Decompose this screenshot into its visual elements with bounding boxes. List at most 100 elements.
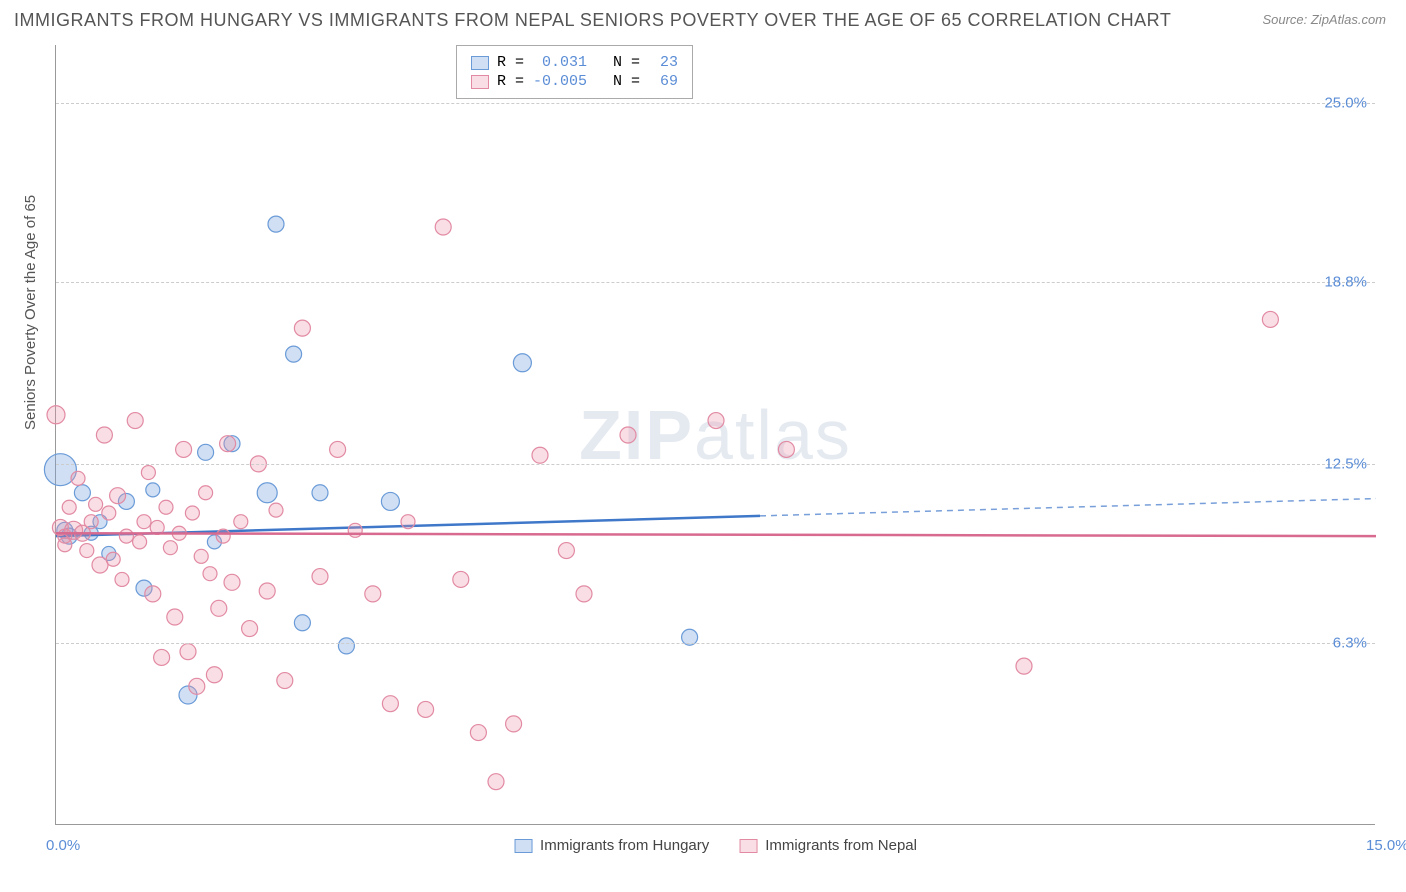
data-point — [365, 586, 381, 602]
data-point — [220, 436, 236, 452]
bottom-legend: Immigrants from Hungary Immigrants from … — [514, 837, 917, 854]
data-point — [110, 488, 126, 504]
data-point — [71, 471, 85, 485]
x-tick-label: 15.0% — [1366, 837, 1406, 854]
data-point — [159, 500, 173, 514]
y-tick-label: 12.5% — [1324, 455, 1367, 472]
data-point — [127, 413, 143, 429]
data-point — [312, 485, 328, 501]
data-point — [506, 716, 522, 732]
legend-swatch-nepal — [739, 839, 757, 853]
legend-label-nepal: Immigrants from Nepal — [765, 837, 917, 854]
data-point — [294, 320, 310, 336]
data-point — [1016, 658, 1032, 674]
data-point — [277, 673, 293, 689]
data-point — [488, 774, 504, 790]
data-point — [1262, 311, 1278, 327]
data-point — [269, 503, 283, 517]
data-point — [453, 571, 469, 587]
plot-area: ZIPatlas R = 0.031 N = 23 R = -0.005 N =… — [55, 45, 1375, 825]
data-point — [418, 701, 434, 717]
data-point — [80, 544, 94, 558]
swatch-nepal — [471, 75, 489, 89]
chart-title: IMMIGRANTS FROM HUNGARY VS IMMIGRANTS FR… — [14, 10, 1171, 31]
gridline — [56, 643, 1375, 644]
data-point — [180, 644, 196, 660]
data-point — [133, 535, 147, 549]
data-point — [242, 621, 258, 637]
stat-r-label: R = — [497, 73, 524, 90]
data-point — [92, 557, 108, 573]
correlation-stats-box: R = 0.031 N = 23 R = -0.005 N = 69 — [456, 45, 693, 99]
data-point — [115, 572, 129, 586]
stat-n-value-hungary: 23 — [648, 54, 678, 71]
stat-n-label: N = — [595, 73, 640, 90]
data-point — [203, 567, 217, 581]
legend-item-hungary: Immigrants from Hungary — [514, 837, 709, 854]
data-point — [146, 483, 160, 497]
data-point — [84, 515, 98, 529]
data-point — [401, 515, 415, 529]
stats-row-nepal: R = -0.005 N = 69 — [471, 73, 678, 90]
data-point — [96, 427, 112, 443]
data-point — [189, 678, 205, 694]
data-point — [470, 725, 486, 741]
data-point — [167, 609, 183, 625]
data-point — [338, 638, 354, 654]
x-tick-label: 0.0% — [46, 837, 80, 854]
data-point — [185, 506, 199, 520]
data-point — [154, 649, 170, 665]
stats-row-hungary: R = 0.031 N = 23 — [471, 54, 678, 71]
data-point — [532, 447, 548, 463]
data-point — [778, 441, 794, 457]
data-point — [558, 543, 574, 559]
data-point — [294, 615, 310, 631]
y-tick-label: 25.0% — [1324, 94, 1367, 111]
data-point — [176, 441, 192, 457]
data-point — [576, 586, 592, 602]
data-point — [381, 492, 399, 510]
source-attribution: Source: ZipAtlas.com — [1262, 12, 1386, 27]
data-point — [206, 667, 222, 683]
data-point — [137, 515, 151, 529]
data-point — [199, 486, 213, 500]
stat-n-label: N = — [595, 54, 640, 71]
y-tick-label: 18.8% — [1324, 273, 1367, 290]
data-point — [106, 552, 120, 566]
data-point — [62, 500, 76, 514]
legend-swatch-hungary — [514, 839, 532, 853]
trend-line — [56, 533, 1376, 536]
data-point — [163, 541, 177, 555]
stat-n-value-nepal: 69 — [648, 73, 678, 90]
data-point — [620, 427, 636, 443]
data-point — [58, 538, 72, 552]
gridline — [56, 464, 1375, 465]
data-point — [194, 549, 208, 563]
data-point — [286, 346, 302, 362]
trend-line-extrapolated — [760, 499, 1376, 516]
data-point — [708, 413, 724, 429]
data-point — [198, 444, 214, 460]
legend-item-nepal: Immigrants from Nepal — [739, 837, 917, 854]
data-point — [435, 219, 451, 235]
data-point — [257, 483, 277, 503]
y-axis-label: Seniors Poverty Over the Age of 65 — [22, 195, 39, 430]
legend-label-hungary: Immigrants from Hungary — [540, 837, 709, 854]
data-point — [312, 569, 328, 585]
data-point — [102, 506, 116, 520]
data-point — [234, 515, 248, 529]
data-point — [89, 497, 103, 511]
data-point — [330, 441, 346, 457]
gridline — [56, 282, 1375, 283]
data-point — [348, 523, 362, 537]
data-point — [145, 586, 161, 602]
data-point — [382, 696, 398, 712]
stat-r-value-nepal: -0.005 — [532, 73, 587, 90]
data-point — [259, 583, 275, 599]
gridline — [56, 103, 1375, 104]
data-point — [216, 529, 230, 543]
data-point — [47, 406, 65, 424]
swatch-hungary — [471, 56, 489, 70]
data-point — [513, 354, 531, 372]
data-point — [268, 216, 284, 232]
